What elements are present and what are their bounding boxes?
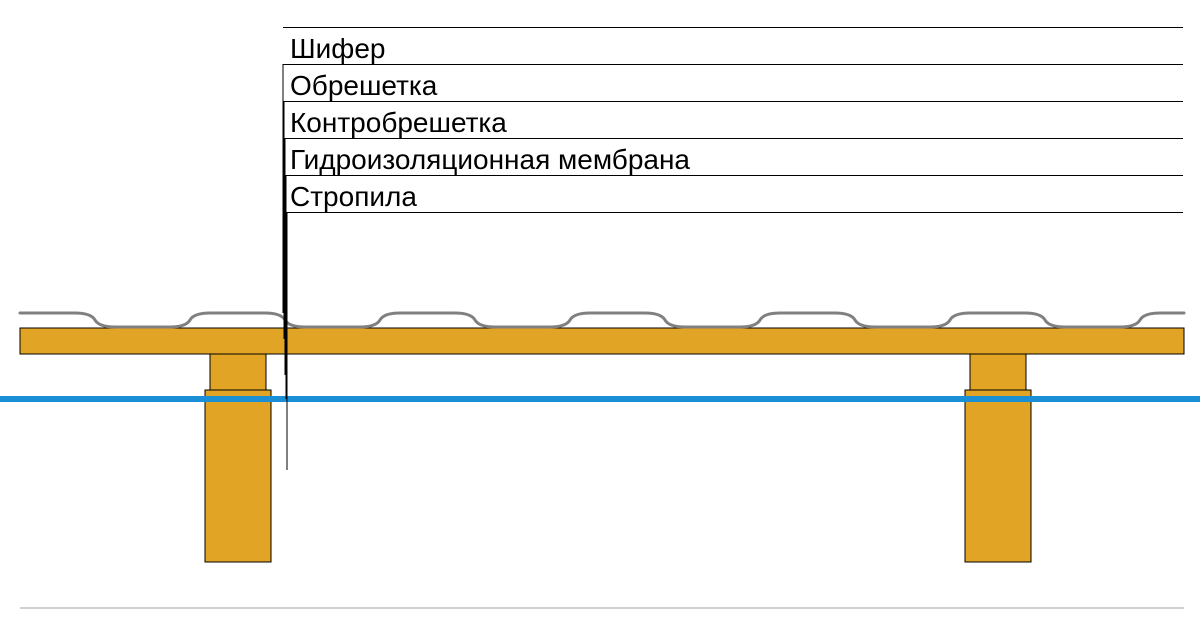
label-rule	[283, 27, 1183, 28]
layer-label: Стропила	[290, 181, 417, 213]
label-row: Обрешетка	[290, 68, 437, 104]
slate-profile	[20, 313, 1184, 327]
roof-layers-diagram: { "canvas": {"w":1200,"h":628,"bg":"#fff…	[0, 0, 1200, 628]
batten	[20, 328, 1184, 354]
label-rule	[283, 64, 1183, 65]
layer-label: Обрешетка	[290, 70, 437, 102]
counter-batten	[970, 354, 1026, 390]
layer-label: Контробрешетка	[290, 107, 507, 139]
rafter	[205, 390, 271, 562]
label-row: Стропила	[290, 179, 417, 215]
layer-label: Шифер	[290, 33, 385, 65]
diagram-svg	[0, 0, 1200, 628]
rafter	[965, 390, 1031, 562]
label-row: Шифер	[290, 31, 385, 67]
label-row: Контробрешетка	[290, 105, 507, 141]
label-row: Гидроизоляционная мембрана	[290, 142, 690, 178]
label-rule	[283, 212, 1183, 213]
counter-batten	[210, 354, 266, 390]
layer-label: Гидроизоляционная мембрана	[290, 144, 690, 176]
